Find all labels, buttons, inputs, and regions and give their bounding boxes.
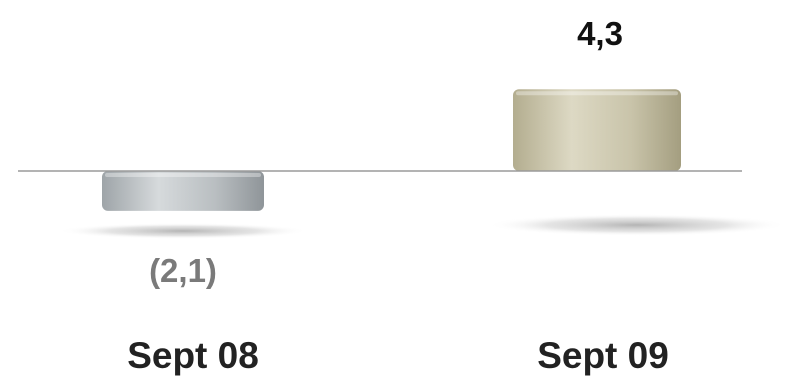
bar-highlight (105, 173, 261, 177)
category-label: Sept 08 (127, 335, 259, 376)
value-label: (2,1) (149, 252, 217, 289)
bar-shadow (487, 214, 787, 236)
bar-sept-09 (513, 89, 681, 171)
category-label: Sept 09 (537, 335, 669, 376)
value-label: 4,3 (577, 15, 623, 52)
bar-shadow (58, 223, 308, 239)
bar-sept-08 (102, 171, 264, 211)
bar-highlight (516, 91, 678, 96)
